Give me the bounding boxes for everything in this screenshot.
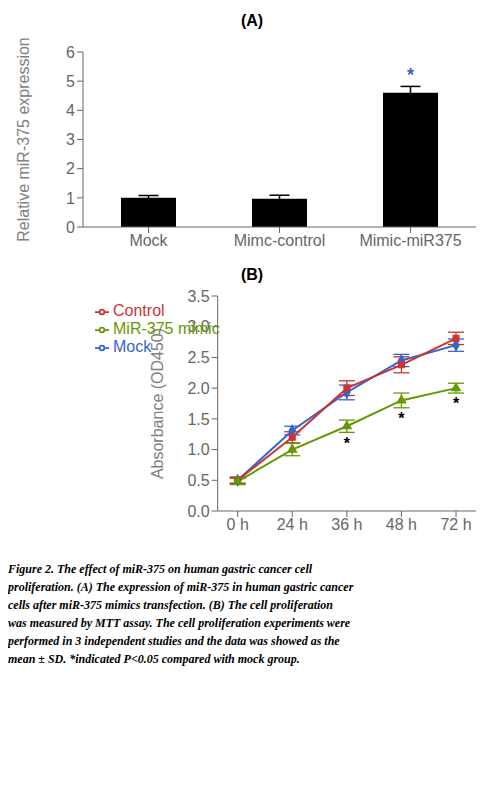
svg-text:*: * bbox=[407, 65, 414, 85]
svg-text:Mock: Mock bbox=[129, 232, 168, 249]
svg-text:1.5: 1.5 bbox=[187, 411, 209, 428]
svg-text:1.0: 1.0 bbox=[187, 441, 209, 458]
svg-text:36 h: 36 h bbox=[331, 516, 362, 533]
svg-text:0 h: 0 h bbox=[227, 516, 249, 533]
svg-text:*: * bbox=[344, 435, 351, 452]
svg-text:24 h: 24 h bbox=[277, 516, 308, 533]
svg-text:3.0: 3.0 bbox=[187, 318, 209, 335]
svg-text:Mimic-miR375: Mimic-miR375 bbox=[359, 232, 461, 249]
svg-text:1: 1 bbox=[66, 190, 75, 207]
svg-text:*: * bbox=[398, 410, 405, 427]
svg-text:Mimc-control: Mimc-control bbox=[234, 232, 326, 249]
svg-text:Absorbance (OD450): Absorbance (OD450) bbox=[149, 328, 166, 479]
svg-text:0.5: 0.5 bbox=[187, 472, 209, 489]
svg-text:2: 2 bbox=[66, 160, 75, 177]
svg-text:5: 5 bbox=[66, 73, 75, 90]
svg-text:2.5: 2.5 bbox=[187, 349, 209, 366]
svg-text:3: 3 bbox=[66, 131, 75, 148]
svg-text:2.0: 2.0 bbox=[187, 380, 209, 397]
svg-text:*: * bbox=[453, 395, 460, 412]
svg-text:0.0: 0.0 bbox=[187, 503, 209, 520]
svg-text:72 h: 72 h bbox=[440, 516, 471, 533]
svg-text:4: 4 bbox=[66, 102, 75, 119]
svg-text:Relative miR-375 expression: Relative miR-375 expression bbox=[15, 37, 32, 242]
svg-text:3.5: 3.5 bbox=[187, 288, 209, 305]
svg-text:48 h: 48 h bbox=[386, 516, 417, 533]
svg-text:6: 6 bbox=[66, 44, 75, 61]
svg-text:0: 0 bbox=[66, 219, 75, 236]
